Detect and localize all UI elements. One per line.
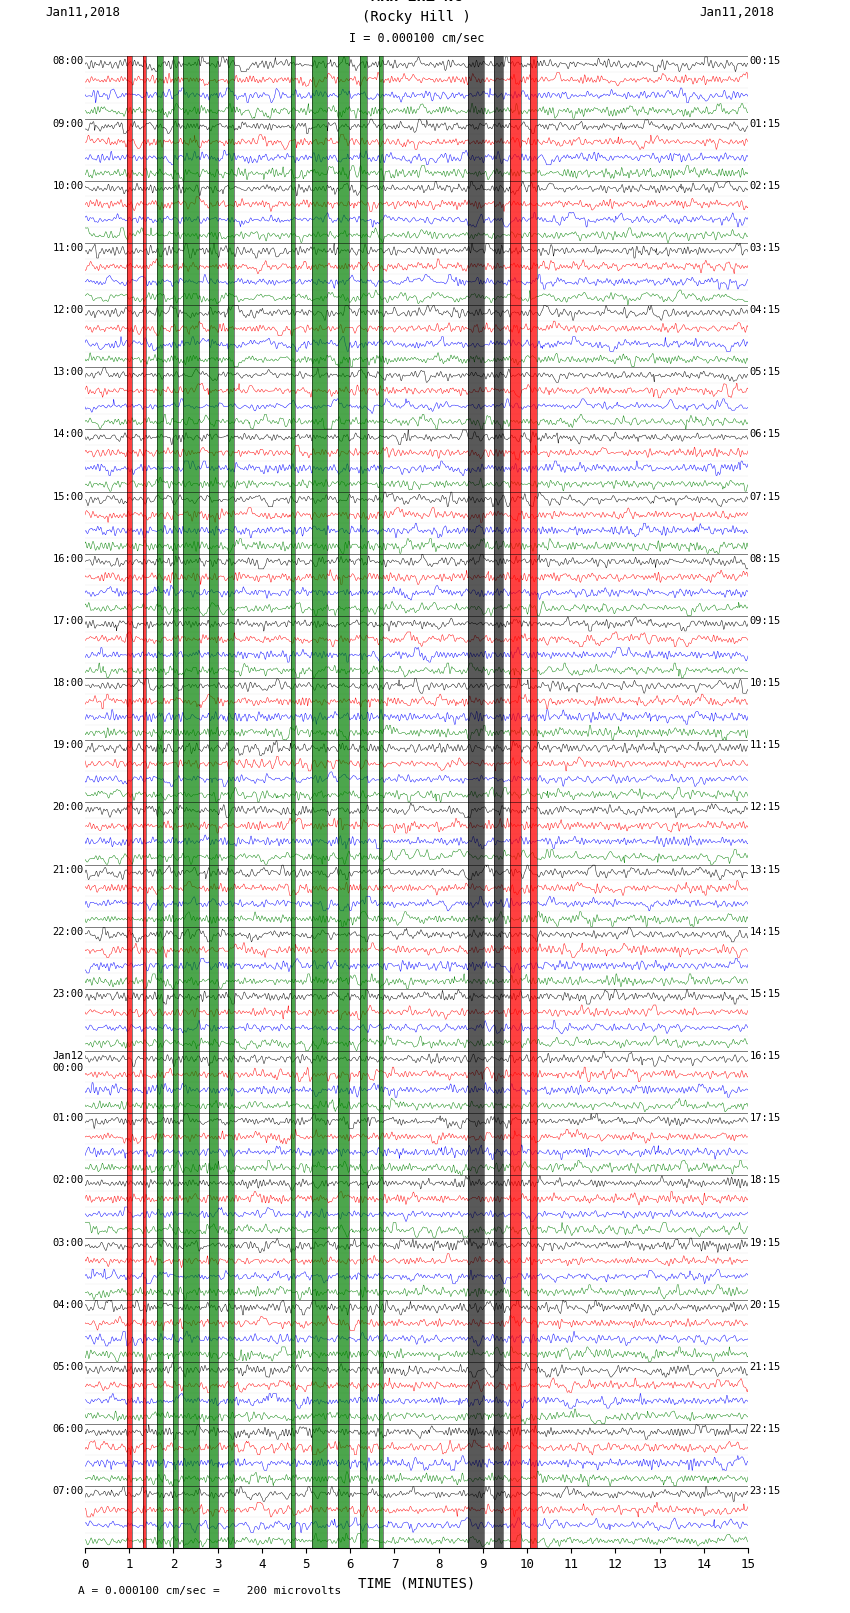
Bar [494, 56, 502, 1548]
Text: 18:00: 18:00 [53, 677, 83, 689]
Text: 11:15: 11:15 [750, 740, 780, 750]
X-axis label: TIME (MINUTES): TIME (MINUTES) [358, 1578, 475, 1590]
Bar [311, 56, 327, 1548]
Bar [127, 56, 132, 1548]
Text: 18:15: 18:15 [750, 1176, 780, 1186]
Text: 15:00: 15:00 [53, 492, 83, 502]
Bar [379, 56, 382, 1548]
Text: 07:00: 07:00 [53, 1486, 83, 1497]
Text: Jan11,2018: Jan11,2018 [700, 6, 774, 19]
Bar [291, 56, 294, 1548]
Text: Jan12
00:00: Jan12 00:00 [53, 1052, 83, 1073]
Text: 15:15: 15:15 [750, 989, 780, 998]
Bar [156, 56, 163, 1548]
Text: 19:15: 19:15 [750, 1237, 780, 1247]
Text: 17:00: 17:00 [53, 616, 83, 626]
Text: 13:15: 13:15 [750, 865, 780, 874]
Text: 11:00: 11:00 [53, 244, 83, 253]
Text: 01:00: 01:00 [53, 1113, 83, 1123]
Text: 17:15: 17:15 [750, 1113, 780, 1123]
Text: 23:00: 23:00 [53, 989, 83, 998]
Text: 16:00: 16:00 [53, 553, 83, 565]
Bar [360, 56, 366, 1548]
Text: 23:15: 23:15 [750, 1486, 780, 1497]
Text: I = 0.000100 cm/sec: I = 0.000100 cm/sec [348, 32, 484, 45]
Text: 08:00: 08:00 [53, 56, 83, 66]
Bar [468, 56, 484, 1548]
Text: 21:15: 21:15 [750, 1361, 780, 1373]
Text: 16:15: 16:15 [750, 1052, 780, 1061]
Text: 10:00: 10:00 [53, 181, 83, 190]
Bar [338, 56, 349, 1548]
Text: 14:00: 14:00 [53, 429, 83, 439]
Text: 08:15: 08:15 [750, 553, 780, 565]
Text: 22:00: 22:00 [53, 927, 83, 937]
Bar [510, 56, 521, 1548]
Text: 03:00: 03:00 [53, 1237, 83, 1247]
Text: 06:15: 06:15 [750, 429, 780, 439]
Text: 02:15: 02:15 [750, 181, 780, 190]
Bar [209, 56, 218, 1548]
Text: 13:00: 13:00 [53, 368, 83, 377]
Text: 12:00: 12:00 [53, 305, 83, 315]
Text: 20:00: 20:00 [53, 803, 83, 813]
Text: 12:15: 12:15 [750, 803, 780, 813]
Bar [143, 56, 146, 1548]
Bar [228, 56, 234, 1548]
Text: 05:00: 05:00 [53, 1361, 83, 1373]
Text: 01:15: 01:15 [750, 119, 780, 129]
Text: A = 0.000100 cm/sec =    200 microvolts: A = 0.000100 cm/sec = 200 microvolts [78, 1586, 342, 1595]
Text: (Rocky Hill ): (Rocky Hill ) [362, 10, 471, 24]
Text: 00:15: 00:15 [750, 56, 780, 66]
Text: Jan11,2018: Jan11,2018 [45, 6, 120, 19]
Text: 22:15: 22:15 [750, 1424, 780, 1434]
Text: 04:15: 04:15 [750, 305, 780, 315]
Text: 05:15: 05:15 [750, 368, 780, 377]
Text: 19:00: 19:00 [53, 740, 83, 750]
Text: 10:15: 10:15 [750, 677, 780, 689]
Text: 04:00: 04:00 [53, 1300, 83, 1310]
Text: 21:00: 21:00 [53, 865, 83, 874]
Text: 03:15: 03:15 [750, 244, 780, 253]
Bar [530, 56, 537, 1548]
Bar [173, 56, 178, 1548]
Text: 09:15: 09:15 [750, 616, 780, 626]
Text: 06:00: 06:00 [53, 1424, 83, 1434]
Text: MRH EHZ NC: MRH EHZ NC [371, 0, 462, 5]
Bar [184, 56, 199, 1548]
Text: 07:15: 07:15 [750, 492, 780, 502]
Text: 14:15: 14:15 [750, 927, 780, 937]
Text: 02:00: 02:00 [53, 1176, 83, 1186]
Text: 09:00: 09:00 [53, 119, 83, 129]
Text: 20:15: 20:15 [750, 1300, 780, 1310]
